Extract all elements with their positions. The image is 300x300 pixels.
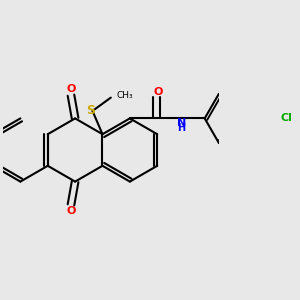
Text: CH₃: CH₃	[117, 92, 133, 100]
Text: O: O	[153, 87, 163, 97]
Text: N: N	[177, 118, 186, 128]
Text: O: O	[66, 206, 76, 216]
Text: Cl: Cl	[281, 112, 292, 123]
Text: H: H	[177, 122, 185, 133]
Text: O: O	[66, 84, 76, 94]
Text: S: S	[86, 104, 95, 117]
